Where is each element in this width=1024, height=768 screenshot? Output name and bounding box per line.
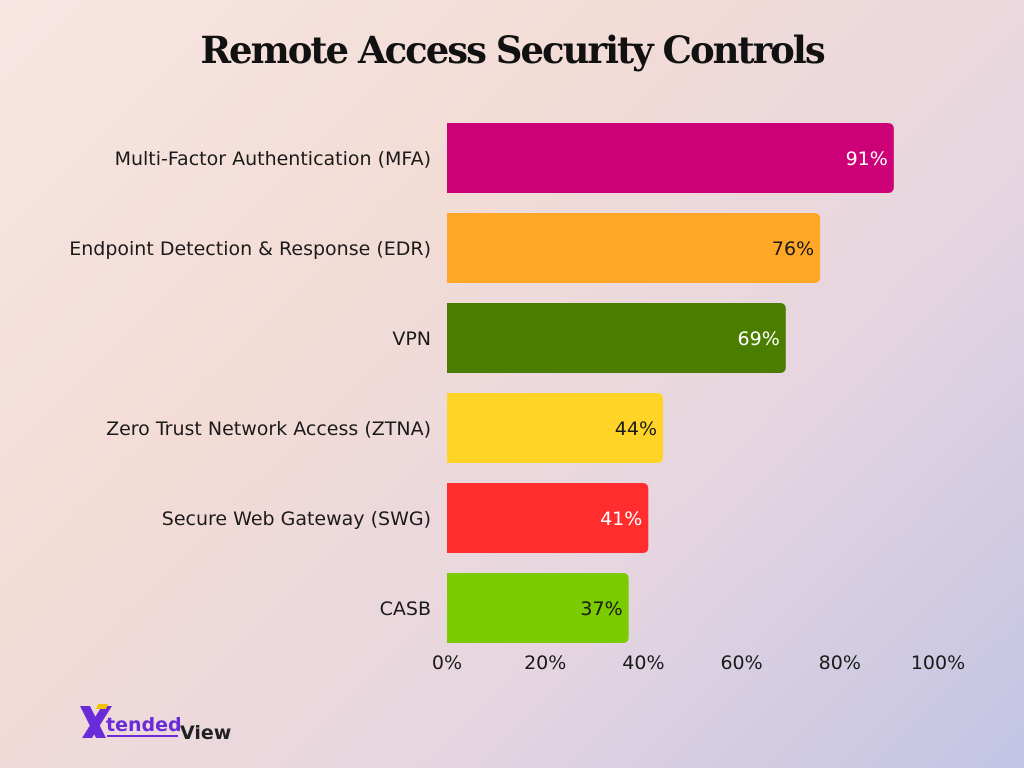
x-tick-label: 60% (720, 652, 762, 674)
bar (447, 393, 664, 463)
category-labels-group: Multi-Factor Authentication (MFA) Endpoin… (69, 148, 431, 620)
x-tick-label: 0% (432, 652, 462, 674)
category-label: Multi-Factor Authentication (MFA) (115, 148, 431, 170)
category-label: Secure Web Gateway (SWG) (162, 508, 431, 530)
category-label: CASB (380, 598, 431, 620)
value-label: 37% (580, 598, 622, 620)
logo-x-mark (80, 704, 112, 738)
xtendedview-logo: tended View (80, 704, 231, 744)
category-label: Zero Trust Network Access (ZTNA) (106, 418, 431, 440)
bar (447, 483, 649, 553)
category-label: VPN (392, 328, 431, 350)
value-label: 44% (615, 418, 657, 440)
x-axis-ticks-group: 0% 20% 40% 60% 80% 100% (432, 652, 965, 674)
x-tick-label: 40% (622, 652, 664, 674)
value-labels-group: 91% 76% 69% 44% 41% 37% (580, 148, 887, 620)
x-tick-label: 80% (819, 652, 861, 674)
bar (447, 573, 629, 643)
value-label: 41% (600, 508, 642, 530)
value-label: 91% (846, 148, 888, 170)
bars-group (447, 123, 894, 643)
x-tick-label: 100% (911, 652, 965, 674)
x-tick-label: 20% (524, 652, 566, 674)
chart-title: Remote Access Security Controls (200, 28, 825, 72)
category-label: Endpoint Detection & Response (EDR) (69, 238, 431, 260)
bar (447, 303, 786, 373)
value-label: 76% (772, 238, 814, 260)
bar (447, 123, 894, 193)
logo-text-tended: tended (106, 714, 182, 736)
bar (447, 213, 821, 283)
bar-chart: Multi-Factor Authentication (MFA) Endpoin… (69, 123, 965, 674)
logo-text-view: View (180, 722, 231, 744)
value-label: 69% (738, 328, 780, 350)
